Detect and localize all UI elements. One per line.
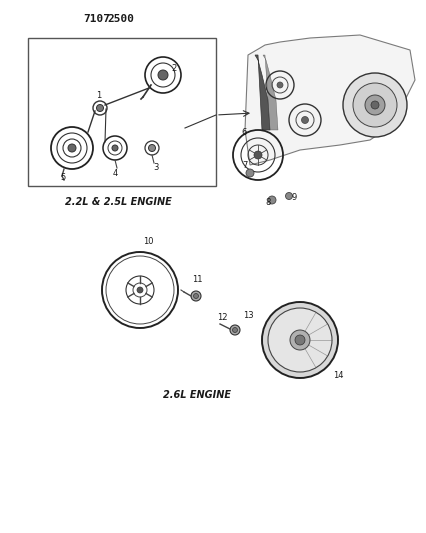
Text: 12: 12	[216, 313, 227, 322]
Text: 6: 6	[240, 128, 246, 137]
Polygon shape	[262, 55, 277, 130]
Text: 7: 7	[242, 161, 247, 170]
Circle shape	[190, 291, 201, 301]
Circle shape	[301, 117, 308, 124]
Circle shape	[137, 287, 143, 293]
Text: 13: 13	[242, 311, 253, 320]
Text: 2.2L & 2.5L ENGINE: 2.2L & 2.5L ENGINE	[65, 197, 171, 207]
Circle shape	[96, 104, 103, 111]
Text: 14: 14	[332, 371, 343, 380]
Circle shape	[253, 151, 262, 159]
Text: 10: 10	[143, 237, 153, 246]
Polygon shape	[254, 55, 269, 130]
Text: 2500: 2500	[107, 14, 134, 24]
Text: 2.6L ENGINE: 2.6L ENGINE	[163, 390, 230, 400]
Circle shape	[342, 73, 406, 137]
Circle shape	[352, 83, 396, 127]
Text: 1: 1	[96, 91, 101, 100]
Circle shape	[262, 302, 337, 378]
Text: 11: 11	[192, 275, 202, 284]
Circle shape	[268, 196, 275, 204]
Bar	[28, 38, 216, 186]
Text: 8: 8	[265, 198, 270, 207]
Text: 4: 4	[113, 169, 118, 178]
Text: 9: 9	[291, 193, 296, 202]
Circle shape	[289, 330, 309, 350]
Circle shape	[268, 308, 331, 372]
Circle shape	[276, 82, 282, 88]
Circle shape	[148, 144, 155, 151]
Circle shape	[232, 327, 237, 333]
Circle shape	[370, 101, 378, 109]
Polygon shape	[245, 35, 414, 165]
Circle shape	[364, 95, 384, 115]
Circle shape	[112, 145, 118, 151]
Circle shape	[193, 294, 198, 298]
Text: 2: 2	[170, 64, 176, 73]
Circle shape	[245, 169, 253, 177]
Circle shape	[294, 335, 304, 345]
Circle shape	[68, 144, 76, 152]
Circle shape	[285, 192, 292, 199]
Text: 5: 5	[60, 173, 65, 182]
Circle shape	[158, 70, 167, 80]
Circle shape	[230, 325, 239, 335]
Text: 3: 3	[153, 163, 158, 172]
Text: 7107: 7107	[83, 14, 110, 24]
